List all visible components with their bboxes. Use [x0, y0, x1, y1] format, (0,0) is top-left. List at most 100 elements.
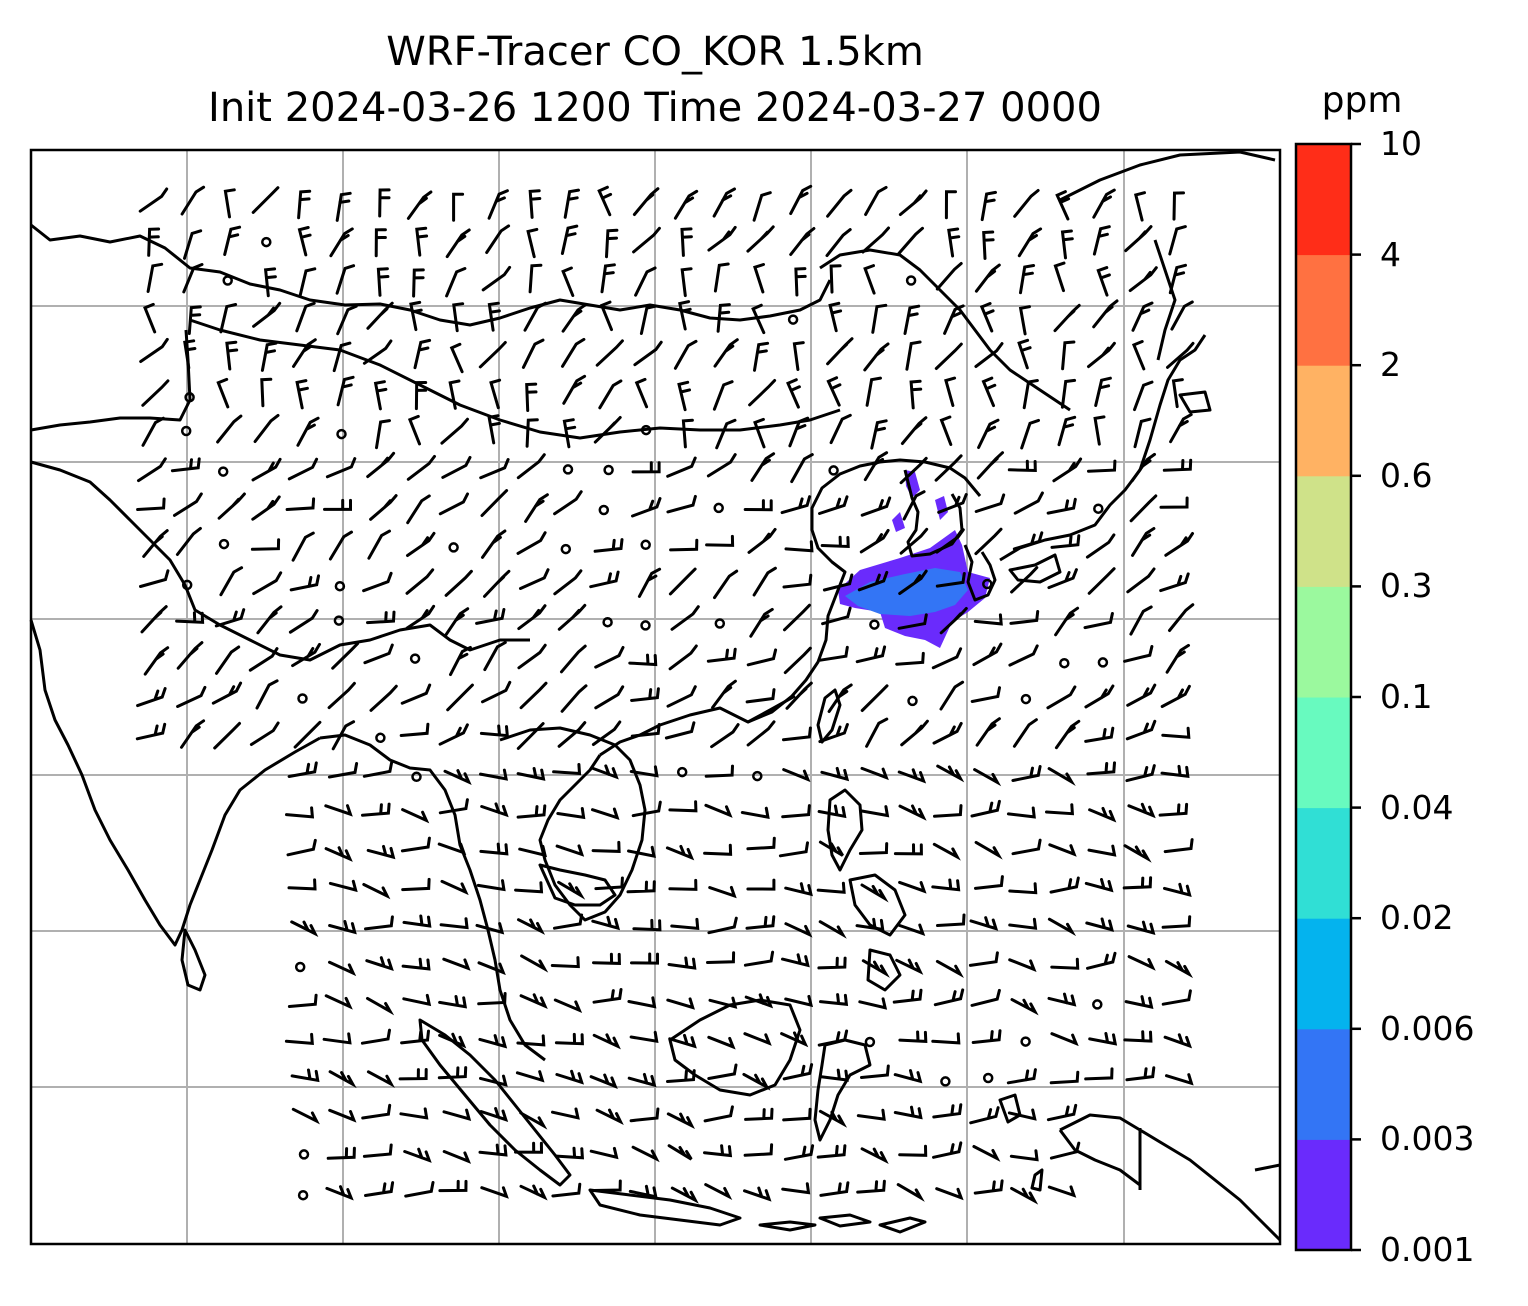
wind-barb — [323, 498, 352, 511]
wind-barb — [1123, 1030, 1153, 1043]
wind-barb — [860, 684, 889, 712]
wind-barb — [829, 413, 852, 445]
wind-barb — [295, 379, 309, 410]
colorbar-tick-marks — [1351, 142, 1361, 1252]
wind-barb — [680, 267, 693, 298]
wind-barb — [1084, 726, 1115, 743]
wind-barb — [944, 376, 957, 407]
wind-barb — [516, 453, 546, 480]
wind-barb — [137, 457, 167, 483]
wind-barb — [670, 605, 700, 631]
wind-barb — [744, 993, 774, 1009]
wind-barb — [817, 1029, 849, 1047]
map-frame — [29, 148, 1282, 1246]
wind-barb — [1131, 301, 1154, 332]
wind-barb — [1126, 920, 1156, 936]
wind-barb — [707, 916, 738, 935]
wind-barb — [589, 570, 620, 589]
colorbar-segment — [1296, 1139, 1351, 1251]
wind-barb — [475, 922, 505, 935]
wind-barb — [855, 917, 885, 932]
wind-barb — [444, 607, 470, 637]
wind-barb — [142, 529, 169, 558]
wind-barb — [667, 1144, 693, 1161]
wind-barb — [298, 267, 317, 298]
wind-barb — [632, 187, 660, 216]
colorbar-unit-label: ppm — [1321, 80, 1403, 121]
wind-barb — [860, 805, 890, 818]
wind-barb — [818, 495, 849, 515]
wind-barb — [897, 768, 927, 784]
wind-barb — [1060, 229, 1074, 260]
wind-barb — [974, 840, 1003, 860]
wind-barb — [909, 379, 923, 410]
wind-barb — [475, 608, 506, 625]
wind-barb — [524, 493, 549, 523]
wind-barb — [446, 683, 474, 712]
wind-barb — [628, 653, 658, 667]
wind-barb — [1053, 261, 1066, 293]
wind-barb — [331, 720, 356, 751]
wind-barb — [971, 1029, 1002, 1044]
wind-barb — [746, 225, 775, 253]
wind-barb — [362, 883, 391, 900]
wind-barb — [898, 189, 928, 216]
wind-barb — [784, 540, 814, 553]
wind-barb — [820, 766, 850, 782]
wind-barb — [972, 642, 1003, 667]
wind-barb — [1006, 1068, 1037, 1085]
wind-barb — [666, 456, 697, 478]
wind-barb — [1012, 718, 1038, 748]
wind-barb — [969, 916, 999, 931]
calm-wind-marker — [598, 504, 610, 516]
wind-barb — [479, 724, 509, 738]
wind-barb — [143, 646, 170, 676]
wind-barb — [626, 880, 656, 894]
colorbar-tick-label: 0.006 — [1380, 1008, 1475, 1048]
wind-barb — [291, 642, 321, 668]
co-tracer-plume — [838, 470, 990, 648]
wind-barb — [260, 377, 273, 408]
wind-barb — [792, 341, 805, 371]
wind-barb — [977, 418, 1000, 449]
wind-barb — [147, 227, 161, 257]
calm-wind-marker — [181, 579, 193, 591]
wind-barb — [253, 413, 280, 443]
wind-barb — [364, 1181, 395, 1197]
wind-barb — [444, 569, 473, 597]
wind-barb — [375, 419, 391, 450]
wind-barb — [1012, 531, 1044, 551]
wind-barb — [597, 185, 613, 217]
calm-wind-marker — [297, 693, 308, 704]
wind-barb — [364, 915, 394, 931]
wind-barb — [630, 723, 661, 738]
wind-barb — [713, 569, 739, 600]
wind-barb — [481, 680, 512, 704]
wind-barb — [712, 380, 734, 411]
wind-barb — [935, 572, 966, 588]
wind-barb — [325, 457, 357, 479]
wind-barb — [667, 956, 697, 970]
wind-barb — [855, 645, 887, 664]
wind-barb — [1092, 299, 1119, 329]
wind-barb — [1129, 494, 1158, 523]
wind-barb — [590, 764, 619, 780]
wind-barbs — [135, 184, 1195, 1205]
wind-barb — [974, 493, 1006, 513]
calm-wind-marker — [640, 424, 652, 436]
wind-barb — [898, 880, 927, 894]
wind-barb — [819, 1181, 850, 1197]
wind-barb — [139, 569, 170, 588]
wind-barb — [1057, 415, 1077, 447]
wind-barb — [560, 684, 588, 713]
wind-barb — [561, 337, 586, 368]
colorbar-segment — [1296, 1028, 1351, 1140]
calm-wind-marker — [334, 580, 346, 592]
wind-barb — [863, 264, 876, 295]
wind-barb — [1161, 726, 1191, 739]
wind-barb — [478, 1034, 508, 1049]
wind-barb — [745, 915, 776, 930]
wind-barb — [214, 608, 246, 628]
wind-barb — [816, 1144, 847, 1159]
wind-barb — [1172, 191, 1185, 221]
